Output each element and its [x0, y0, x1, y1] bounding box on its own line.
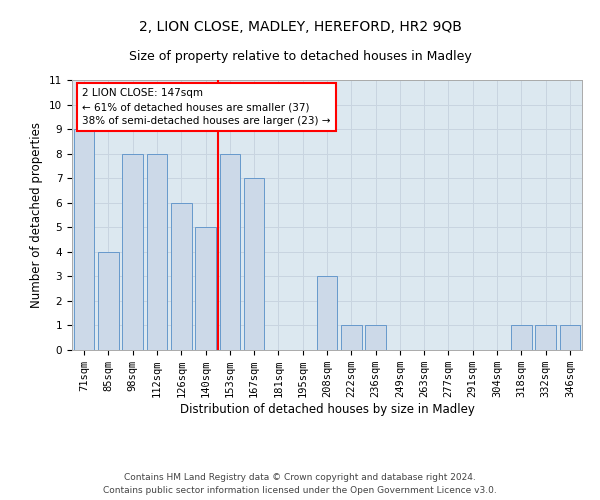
Bar	[535, 326, 556, 350]
Bar	[560, 326, 580, 350]
Text: Size of property relative to detached houses in Madley: Size of property relative to detached ho…	[128, 50, 472, 63]
Bar	[220, 154, 240, 350]
Bar	[195, 228, 216, 350]
Bar	[341, 326, 362, 350]
Text: Contains HM Land Registry data © Crown copyright and database right 2024.
Contai: Contains HM Land Registry data © Crown c…	[103, 473, 497, 495]
Text: 2, LION CLOSE, MADLEY, HEREFORD, HR2 9QB: 2, LION CLOSE, MADLEY, HEREFORD, HR2 9QB	[139, 20, 461, 34]
Bar	[122, 154, 143, 350]
Bar	[317, 276, 337, 350]
X-axis label: Distribution of detached houses by size in Madley: Distribution of detached houses by size …	[179, 403, 475, 416]
Bar	[244, 178, 265, 350]
Bar	[146, 154, 167, 350]
Y-axis label: Number of detached properties: Number of detached properties	[31, 122, 43, 308]
Bar	[171, 202, 191, 350]
Bar	[511, 326, 532, 350]
Bar	[74, 129, 94, 350]
Bar	[365, 326, 386, 350]
Bar	[98, 252, 119, 350]
Text: 2 LION CLOSE: 147sqm
← 61% of detached houses are smaller (37)
38% of semi-detac: 2 LION CLOSE: 147sqm ← 61% of detached h…	[82, 88, 331, 126]
